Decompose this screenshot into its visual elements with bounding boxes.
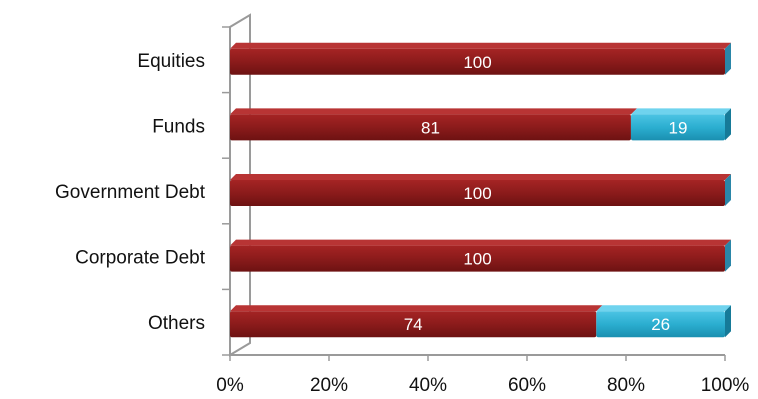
data-label: 100 (463, 53, 491, 72)
bar-segment (230, 114, 631, 141)
bar-segment (230, 245, 725, 272)
data-label: 26 (651, 315, 670, 334)
bar-segment (230, 48, 725, 75)
data-label: 100 (463, 250, 491, 269)
x-tick-label: 40% (409, 375, 447, 396)
bar-segment-end (725, 239, 731, 272)
x-tick-label: 80% (607, 375, 645, 396)
bar-segment-top (230, 305, 603, 312)
category-label: Corporate Debt (75, 248, 206, 269)
x-tick-label: 60% (508, 375, 546, 396)
bar-segment-end (725, 42, 731, 75)
bar-segment-top (630, 108, 731, 115)
bar-segment (230, 311, 597, 338)
bar-series (230, 42, 731, 338)
bar-segment (630, 114, 725, 141)
bar-segment (230, 180, 725, 206)
bar-segment-top (230, 42, 731, 49)
bar-segment-top (230, 239, 731, 246)
data-label: 19 (669, 118, 688, 137)
x-tick-label: 20% (310, 375, 348, 396)
data-label: 74 (404, 315, 423, 334)
bar-segment (596, 311, 725, 338)
bar-segment-end (725, 305, 731, 338)
x-tick-label: 0% (216, 375, 244, 396)
category-label: Funds (152, 116, 205, 137)
category-label: Equities (137, 51, 205, 72)
data-label: 100 (463, 184, 491, 203)
bar-segment-end (725, 174, 731, 206)
bar-segment-top (230, 174, 731, 180)
bar-segment-top (596, 305, 731, 312)
bar-segment-top (230, 108, 637, 115)
x-tick-label: 100% (701, 375, 750, 396)
category-label: Government Debt (55, 182, 206, 203)
data-label: 81 (421, 118, 440, 137)
bar-segment-end (725, 108, 731, 141)
category-label: Others (148, 313, 205, 334)
chart-labels: 0% 20% 40% 60% 80% 100% Equities 100 Funds 81 19 Go… (55, 51, 749, 396)
